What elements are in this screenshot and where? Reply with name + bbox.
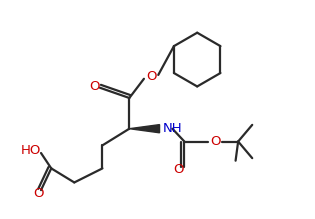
Text: HO: HO — [20, 144, 41, 157]
Polygon shape — [129, 125, 160, 133]
Text: O: O — [174, 163, 184, 176]
Text: O: O — [210, 135, 220, 148]
Text: O: O — [89, 80, 100, 93]
Text: NH: NH — [163, 122, 183, 135]
Text: O: O — [146, 70, 156, 83]
Text: O: O — [33, 187, 44, 200]
